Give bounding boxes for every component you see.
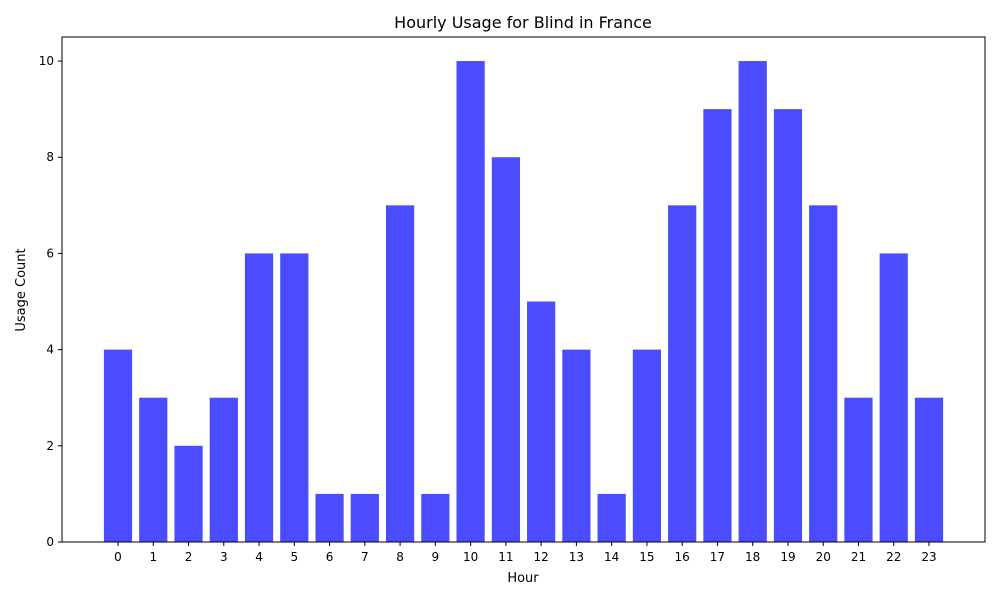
bar-hour-15 bbox=[632, 349, 662, 542]
x-tick-label: 0 bbox=[114, 550, 122, 564]
bar-hour-3 bbox=[209, 397, 238, 542]
y-tick-label: 10 bbox=[39, 54, 54, 68]
y-tick-label: 4 bbox=[46, 343, 54, 357]
bar-hour-1 bbox=[139, 397, 168, 542]
x-tick-label: 12 bbox=[533, 550, 548, 564]
x-tick-label: 7 bbox=[361, 550, 369, 564]
x-tick-label: 16 bbox=[675, 550, 690, 564]
bars-group bbox=[103, 61, 944, 543]
plot-frame bbox=[61, 36, 986, 543]
bar-hour-14 bbox=[597, 493, 626, 542]
y-tick-label: 8 bbox=[46, 150, 54, 164]
y-tick-label: 0 bbox=[46, 535, 54, 549]
bar-hour-17 bbox=[703, 109, 732, 542]
x-axis-label: Hour bbox=[507, 571, 539, 586]
bar-hour-12 bbox=[527, 301, 556, 542]
bar-hour-23 bbox=[914, 397, 944, 542]
x-tick-label: 21 bbox=[851, 550, 866, 564]
y-tick-label: 6 bbox=[46, 246, 54, 260]
bar-hour-16 bbox=[668, 205, 697, 542]
x-tick-label: 5 bbox=[290, 550, 298, 564]
bar-hour-7 bbox=[350, 493, 379, 542]
bar-hour-18 bbox=[738, 61, 767, 543]
bar-hour-19 bbox=[773, 109, 803, 542]
x-tick-label: 19 bbox=[780, 550, 795, 564]
x-tick-label: 8 bbox=[396, 550, 404, 564]
bar-hour-6 bbox=[315, 493, 344, 542]
bar-hour-21 bbox=[844, 397, 873, 542]
bar-hour-22 bbox=[879, 253, 908, 542]
y-tick-label: 2 bbox=[46, 439, 54, 453]
y-axis-ticks: 0 2 4 6 8 10 bbox=[39, 54, 62, 549]
bar-hour-8 bbox=[385, 205, 415, 542]
bar-hour-9 bbox=[421, 493, 450, 542]
chart-title: Hourly Usage for Blind in France bbox=[394, 13, 652, 32]
x-tick-label: 17 bbox=[710, 550, 725, 564]
x-axis-ticks: 0 1 2 3 4 5 6 7 8 9 10 11 12 13 14 15 16 17 18 19 20 21 22 23 bbox=[114, 542, 937, 564]
x-tick-label: 6 bbox=[326, 550, 334, 564]
bar-hour-20 bbox=[809, 205, 838, 542]
bar-hour-13 bbox=[562, 349, 591, 542]
x-tick-label: 9 bbox=[432, 550, 440, 564]
x-tick-label: 15 bbox=[639, 550, 654, 564]
x-tick-label: 4 bbox=[255, 550, 263, 564]
x-tick-label: 20 bbox=[816, 550, 831, 564]
x-tick-label: 13 bbox=[569, 550, 584, 564]
bar-hour-11 bbox=[491, 157, 520, 543]
x-tick-label: 1 bbox=[149, 550, 157, 564]
x-tick-label: 22 bbox=[886, 550, 901, 564]
x-tick-label: 2 bbox=[185, 550, 193, 564]
x-tick-label: 3 bbox=[220, 550, 228, 564]
y-axis-label: Usage Count bbox=[14, 248, 29, 331]
x-tick-label: 23 bbox=[921, 550, 936, 564]
x-tick-label: 11 bbox=[498, 550, 513, 564]
bar-hour-0 bbox=[103, 349, 133, 542]
bar-hour-2 bbox=[174, 445, 203, 542]
bar-hour-5 bbox=[280, 253, 309, 542]
bar-hour-10 bbox=[456, 61, 485, 543]
x-tick-label: 14 bbox=[604, 550, 619, 564]
x-tick-label: 18 bbox=[745, 550, 760, 564]
bar-hour-4 bbox=[244, 253, 274, 542]
x-tick-label: 10 bbox=[463, 550, 478, 564]
